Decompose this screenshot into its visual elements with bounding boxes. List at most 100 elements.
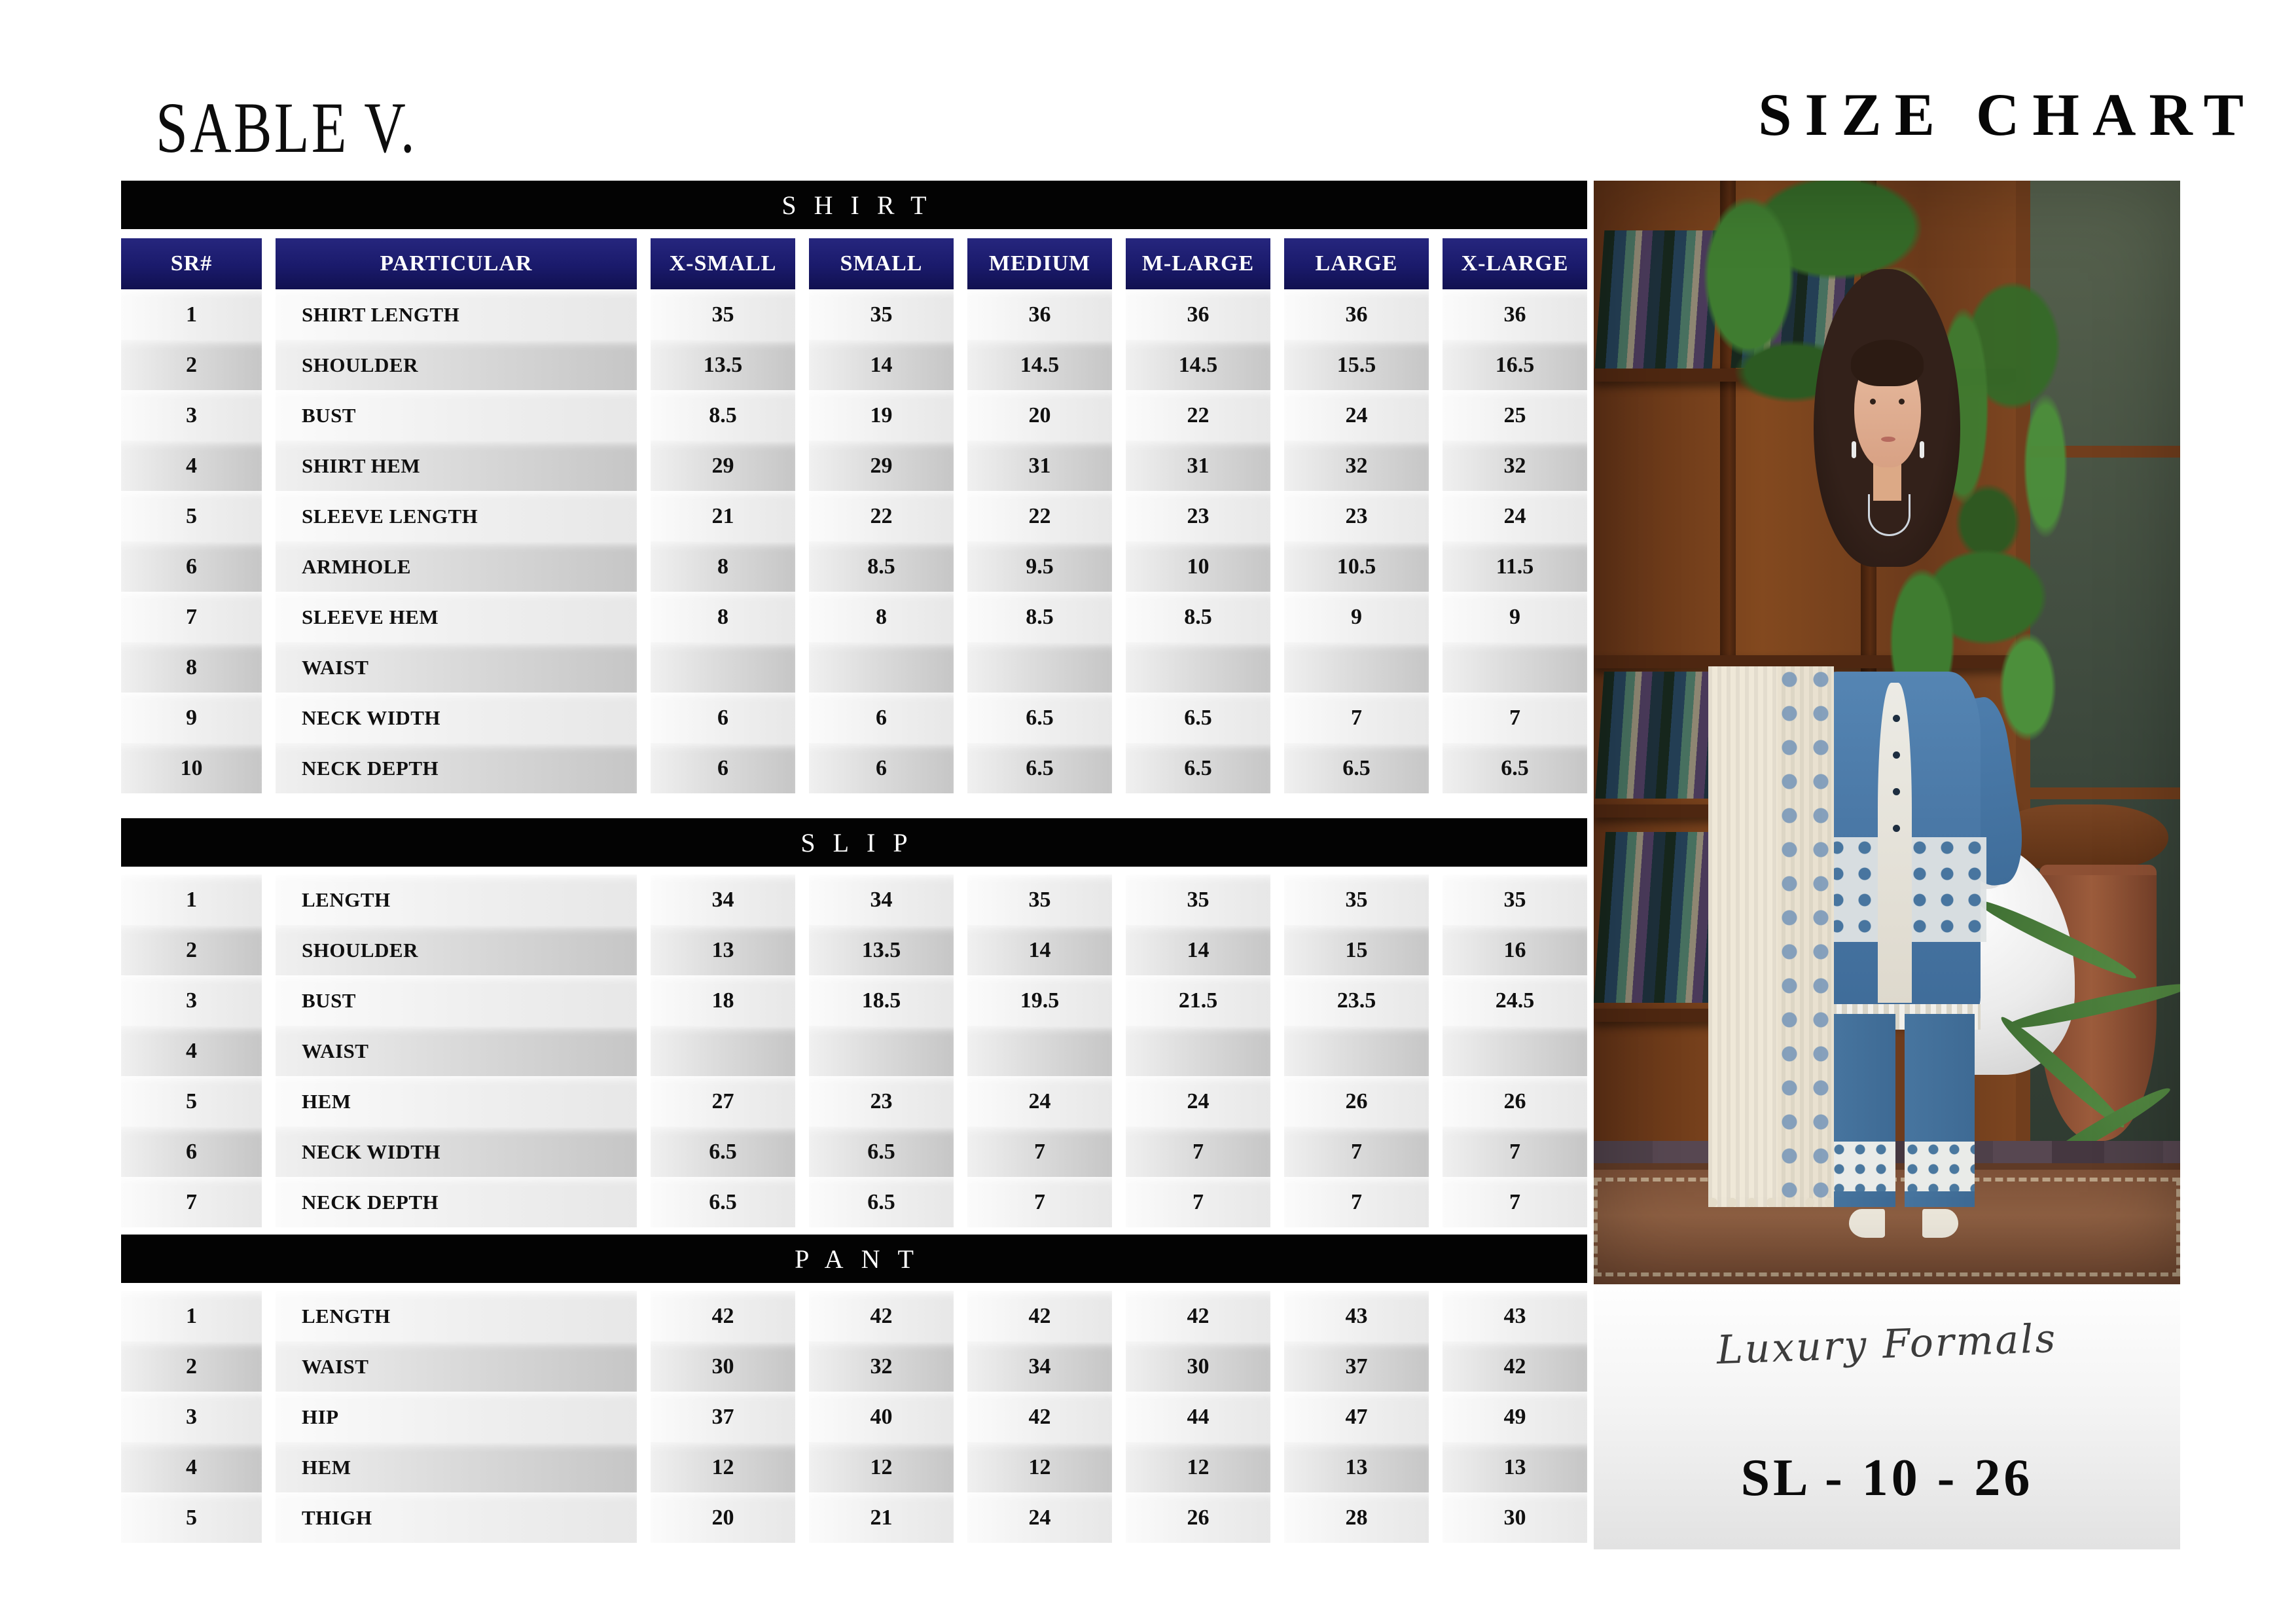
cell-sr: 5 xyxy=(121,1076,262,1127)
cell-value: 26 xyxy=(1126,1492,1270,1543)
cell-value: 7 xyxy=(1284,1127,1429,1177)
cell-value: 9 xyxy=(1443,592,1587,642)
cell-value: 37 xyxy=(651,1392,795,1442)
cell-value: 23 xyxy=(809,1076,954,1127)
cell-value: 35 xyxy=(1284,875,1429,925)
cell-particular: SHOULDER xyxy=(276,340,637,390)
cell-value xyxy=(1443,1026,1587,1076)
table-row: 10 NECK DEPTH 6 6 6.5 6.5 6.5 6.5 xyxy=(121,743,1587,793)
cell-value: 6.5 xyxy=(1443,743,1587,793)
cell-sr: 4 xyxy=(121,1442,262,1492)
cell-particular: NECK WIDTH xyxy=(276,693,637,743)
cell-sr: 7 xyxy=(121,592,262,642)
cell-particular: SHIRT HEM xyxy=(276,441,637,491)
table-row: 8 WAIST xyxy=(121,642,1587,693)
cell-value: 8 xyxy=(651,592,795,642)
column-header-sr-: SR# xyxy=(121,238,262,289)
cell-value: 15 xyxy=(1284,925,1429,975)
cell-value: 35 xyxy=(1126,875,1270,925)
cell-value: 6 xyxy=(651,743,795,793)
cell-value: 21 xyxy=(651,491,795,541)
section-bar-shirt: SHIRT xyxy=(121,181,1587,229)
dupatta-scarf xyxy=(1708,666,1835,1207)
cell-value: 6 xyxy=(809,743,954,793)
cell-value: 6.5 xyxy=(1126,693,1270,743)
cell-value: 24.5 xyxy=(1443,975,1587,1026)
model-shoe xyxy=(1922,1209,1959,1238)
cell-value: 19.5 xyxy=(967,975,1112,1026)
table-row: 3 BUST 8.5 19 20 22 24 25 xyxy=(121,390,1587,441)
cell-value: 8.5 xyxy=(967,592,1112,642)
column-header-small: SMALL xyxy=(809,238,954,289)
section-rows-shirt: 1 SHIRT LENGTH 35 35 36 36 36 36 2 SHOULDER 13.5 14… xyxy=(121,289,1587,793)
cell-value: 14 xyxy=(809,340,954,390)
cell-particular: SHIRT LENGTH xyxy=(276,289,637,340)
cell-sr: 9 xyxy=(121,693,262,743)
cell-sr: 8 xyxy=(121,642,262,693)
column-header-large: LARGE xyxy=(1284,238,1429,289)
table-row: 4 HEM 12 12 12 12 13 13 xyxy=(121,1442,1587,1492)
footer-panel: Luxury Formals SL - 10 - 26 xyxy=(1594,1284,2180,1549)
cell-value xyxy=(809,1026,954,1076)
cell-value: 42 xyxy=(1126,1291,1270,1341)
cell-value: 26 xyxy=(1284,1076,1429,1127)
table-row: 1 LENGTH 42 42 42 42 43 43 xyxy=(121,1291,1587,1341)
column-header-x-large: X-LARGE xyxy=(1443,238,1587,289)
cell-sr: 1 xyxy=(121,1291,262,1341)
table-row: 1 SHIRT LENGTH 35 35 36 36 36 36 xyxy=(121,289,1587,340)
cell-value: 6.5 xyxy=(651,1177,795,1227)
cell-value: 12 xyxy=(809,1442,954,1492)
cell-value: 23 xyxy=(1126,491,1270,541)
cell-sr: 2 xyxy=(121,925,262,975)
cell-value: 12 xyxy=(1126,1442,1270,1492)
cell-value: 7 xyxy=(1126,1127,1270,1177)
cell-value: 12 xyxy=(967,1442,1112,1492)
cell-value: 34 xyxy=(809,875,954,925)
cell-value: 8 xyxy=(809,592,954,642)
cell-sr: 7 xyxy=(121,1177,262,1227)
cell-value: 9 xyxy=(1284,592,1429,642)
cell-value: 27 xyxy=(651,1076,795,1127)
cell-value: 6 xyxy=(809,693,954,743)
page-title: SIZE CHART xyxy=(1758,81,2257,148)
table-row: 4 SHIRT HEM 29 29 31 31 32 32 xyxy=(121,441,1587,491)
collection-name: Luxury Formals xyxy=(1715,1315,2058,1373)
cell-value: 25 xyxy=(1443,390,1587,441)
cell-value: 6.5 xyxy=(1126,743,1270,793)
table-row: 2 SHOULDER 13.5 14 14.5 14.5 15.5 16.5 xyxy=(121,340,1587,390)
cell-value: 18 xyxy=(651,975,795,1026)
cell-value: 35 xyxy=(809,289,954,340)
cell-value: 34 xyxy=(651,875,795,925)
table-row: 4 WAIST xyxy=(121,1026,1587,1076)
cell-value: 36 xyxy=(967,289,1112,340)
cell-sr: 2 xyxy=(121,340,262,390)
cell-value: 15.5 xyxy=(1284,340,1429,390)
cell-value: 20 xyxy=(967,390,1112,441)
cell-value: 21 xyxy=(809,1492,954,1543)
cell-value: 12 xyxy=(651,1442,795,1492)
table-row: 9 NECK WIDTH 6 6 6.5 6.5 7 7 xyxy=(121,693,1587,743)
cell-value: 30 xyxy=(651,1341,795,1392)
model-hair-fringe xyxy=(1851,339,1924,386)
cell-value: 40 xyxy=(809,1392,954,1442)
cell-value: 7 xyxy=(1443,1127,1587,1177)
cell-value: 47 xyxy=(1284,1392,1429,1442)
cell-value: 35 xyxy=(967,875,1112,925)
cell-value: 7 xyxy=(1284,693,1429,743)
cell-value: 24 xyxy=(1443,491,1587,541)
cell-value: 7 xyxy=(967,1177,1112,1227)
cell-particular: WAIST xyxy=(276,1026,637,1076)
cell-value: 10 xyxy=(1126,541,1270,592)
earring xyxy=(1920,441,1925,458)
cell-particular: HEM xyxy=(276,1442,637,1492)
cell-particular: BUST xyxy=(276,975,637,1026)
cell-sr: 3 xyxy=(121,390,262,441)
cell-value: 31 xyxy=(967,441,1112,491)
column-header-medium: MEDIUM xyxy=(967,238,1112,289)
cell-value: 42 xyxy=(967,1392,1112,1442)
model-shoe xyxy=(1848,1209,1886,1238)
cell-value: 9.5 xyxy=(967,541,1112,592)
table-header-row: SR# PARTICULAR X-SMALL SMALL MEDIUM M-LARGE LA… xyxy=(121,238,1587,289)
cell-value xyxy=(1126,1026,1270,1076)
